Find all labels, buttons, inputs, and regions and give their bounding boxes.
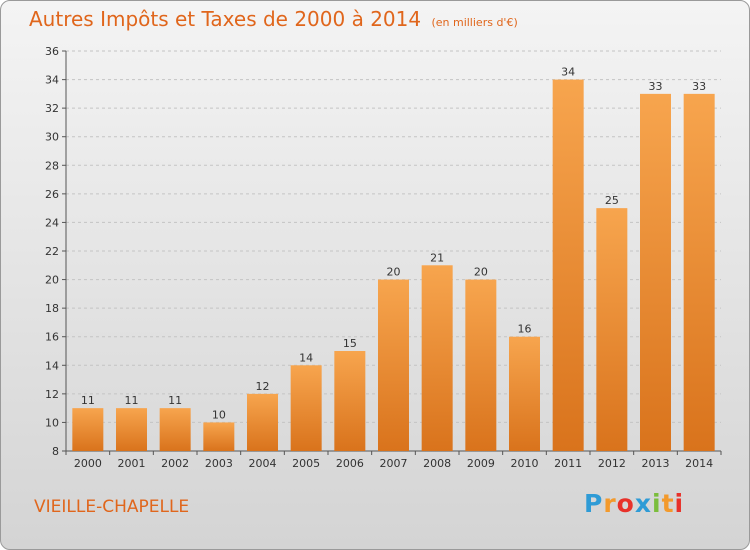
bar bbox=[683, 93, 715, 451]
x-tick-label: 2008 bbox=[423, 457, 451, 470]
bar bbox=[552, 79, 584, 452]
bar-value-label: 20 bbox=[474, 266, 488, 279]
bar bbox=[247, 393, 278, 451]
bar-value-label: 11 bbox=[168, 394, 182, 407]
bar-value-label: 11 bbox=[81, 394, 95, 407]
y-axis-ticks: 8 10 12 14 16 18 20 22 24 26 28 30 32 34 36 bbox=[45, 45, 66, 458]
bar bbox=[203, 422, 235, 451]
x-axis-ticks: 2000 2001 2002 2003 2004 2005 2006 2007 2008 2009… bbox=[65, 451, 722, 470]
bar-value-label: 21 bbox=[430, 251, 444, 264]
y-tick-label: 26 bbox=[45, 188, 59, 201]
y-tick-label: 30 bbox=[45, 131, 59, 144]
place-name: VIEILLE-CHAPELLE bbox=[34, 497, 190, 517]
chart-unit: (en milliers d'€) bbox=[431, 16, 518, 29]
bars: 11 11 11 10 12 14 15 20 21 20 16 34 25 33 33 bbox=[72, 66, 715, 452]
logo-letter: P bbox=[584, 489, 604, 518]
y-tick-label: 8 bbox=[52, 445, 59, 458]
bar bbox=[421, 265, 453, 451]
bar bbox=[640, 93, 671, 451]
bar-value-label: 20 bbox=[387, 266, 401, 279]
bar-value-label: 15 bbox=[343, 337, 357, 350]
x-tick-label: 2002 bbox=[161, 457, 189, 470]
x-tick-label: 2014 bbox=[685, 457, 713, 470]
bar bbox=[465, 279, 497, 451]
y-tick-label: 28 bbox=[45, 159, 59, 172]
y-tick-label: 18 bbox=[45, 302, 59, 315]
bar-value-label: 16 bbox=[518, 323, 532, 336]
x-tick-label: 2010 bbox=[511, 457, 539, 470]
logo-letter: x bbox=[634, 489, 652, 518]
bar-value-label: 14 bbox=[299, 351, 313, 364]
bar bbox=[596, 208, 628, 451]
y-tick-label: 12 bbox=[45, 388, 59, 401]
proxiti-logo: Proxiti bbox=[584, 489, 684, 518]
x-tick-label: 2001 bbox=[118, 457, 146, 470]
bar-value-label: 25 bbox=[605, 194, 619, 207]
y-tick-label: 20 bbox=[45, 274, 59, 287]
bar-value-label: 34 bbox=[561, 66, 575, 79]
bar-value-label: 12 bbox=[256, 380, 270, 393]
x-tick-label: 2006 bbox=[336, 457, 364, 470]
x-tick-label: 2012 bbox=[598, 457, 626, 470]
bar bbox=[290, 365, 322, 451]
logo-letter: o bbox=[616, 489, 635, 518]
bar bbox=[116, 408, 147, 451]
x-tick-label: 2003 bbox=[205, 457, 233, 470]
x-tick-label: 2004 bbox=[249, 457, 277, 470]
bar-value-label: 11 bbox=[125, 394, 139, 407]
x-tick-label: 2007 bbox=[380, 457, 408, 470]
bar-value-label: 33 bbox=[692, 80, 706, 93]
x-tick-label: 2011 bbox=[554, 457, 582, 470]
bar bbox=[72, 408, 104, 451]
logo-letter: i bbox=[652, 489, 662, 518]
x-tick-label: 2005 bbox=[292, 457, 320, 470]
bar-value-label: 10 bbox=[212, 408, 226, 421]
y-tick-label: 24 bbox=[45, 216, 59, 229]
y-tick-label: 16 bbox=[45, 331, 59, 344]
chart-title-text: Autres Impôts et Taxes de 2000 à 2014 bbox=[29, 7, 422, 31]
y-tick-label: 22 bbox=[45, 245, 59, 258]
y-tick-label: 14 bbox=[45, 359, 59, 372]
chart-title: Autres Impôts et Taxes de 2000 à 2014 (e… bbox=[29, 7, 518, 31]
logo-letter: r bbox=[603, 489, 617, 518]
logo-letter: i bbox=[674, 489, 685, 518]
bar bbox=[334, 351, 366, 451]
x-tick-label: 2013 bbox=[642, 457, 670, 470]
bar bbox=[509, 336, 540, 451]
y-tick-label: 10 bbox=[45, 416, 59, 429]
bar bbox=[378, 279, 409, 451]
logo-letter: t bbox=[661, 489, 675, 518]
y-tick-label: 32 bbox=[45, 102, 59, 115]
x-tick-label: 2009 bbox=[467, 457, 495, 470]
bar-value-label: 33 bbox=[649, 80, 663, 93]
y-tick-label: 36 bbox=[45, 45, 59, 58]
bar bbox=[159, 408, 191, 451]
x-tick-label: 2000 bbox=[74, 457, 102, 470]
y-tick-label: 34 bbox=[45, 74, 59, 87]
